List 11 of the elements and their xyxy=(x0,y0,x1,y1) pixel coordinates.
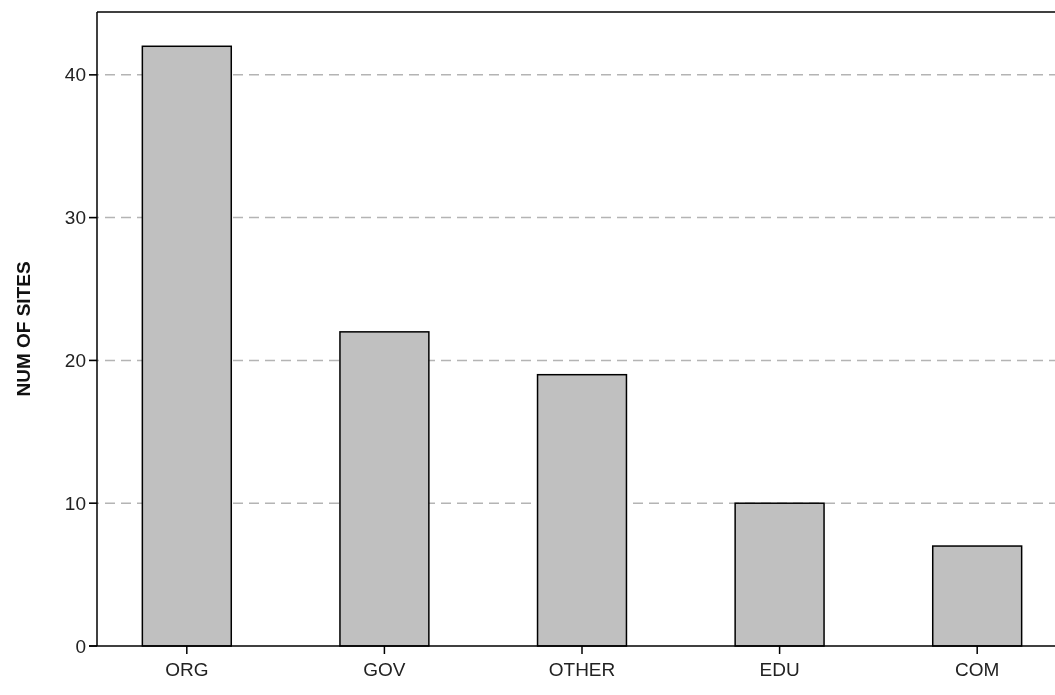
y-tick-label: 20 xyxy=(64,350,86,372)
x-tick-label: OTHER xyxy=(548,659,616,680)
x-tick-label: GOV xyxy=(363,659,406,680)
y-tick-label: 10 xyxy=(64,492,86,514)
y-tick-label: 0 xyxy=(75,635,86,657)
y-tick-label: 30 xyxy=(64,207,86,229)
x-tick-label: COM xyxy=(955,659,1000,680)
x-tick-label: ORG xyxy=(165,659,209,680)
x-tick-label: EDU xyxy=(759,659,800,680)
y-axis-title: NUM OF SITES xyxy=(13,261,34,397)
y-tick-label: 40 xyxy=(64,64,86,86)
